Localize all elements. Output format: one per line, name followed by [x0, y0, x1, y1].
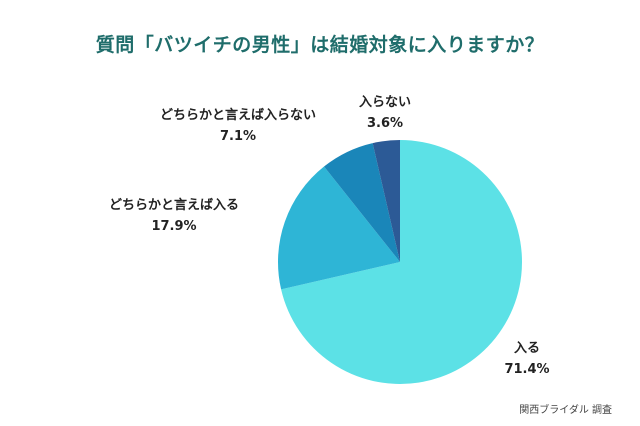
- slice-label-value-2: 7.1%: [220, 129, 256, 144]
- slice-label-name-1: どちらかと言えば入る: [109, 197, 239, 213]
- pie-slice-0: [281, 140, 523, 384]
- slice-label-name-3: 入らない: [359, 95, 411, 110]
- pie-slices: [278, 140, 523, 384]
- pie-slice-3: [372, 140, 400, 262]
- slice-label-value-0: 71.4%: [504, 362, 549, 377]
- slice-label-value-1: 17.9%: [151, 219, 196, 234]
- pie-slice-1: [278, 166, 400, 290]
- source-note: 関西ブライダル 調査: [519, 405, 612, 416]
- pie-slice-2: [324, 143, 400, 262]
- slice-label-value-3: 3.6%: [367, 116, 403, 131]
- chart-title: 質問「バツイチの男性」は結婚対象に入りますか？: [95, 34, 545, 56]
- slice-label-name-0: 入る: [514, 341, 540, 356]
- slice-label-name-2: どちらかと言えば入らない: [160, 107, 316, 123]
